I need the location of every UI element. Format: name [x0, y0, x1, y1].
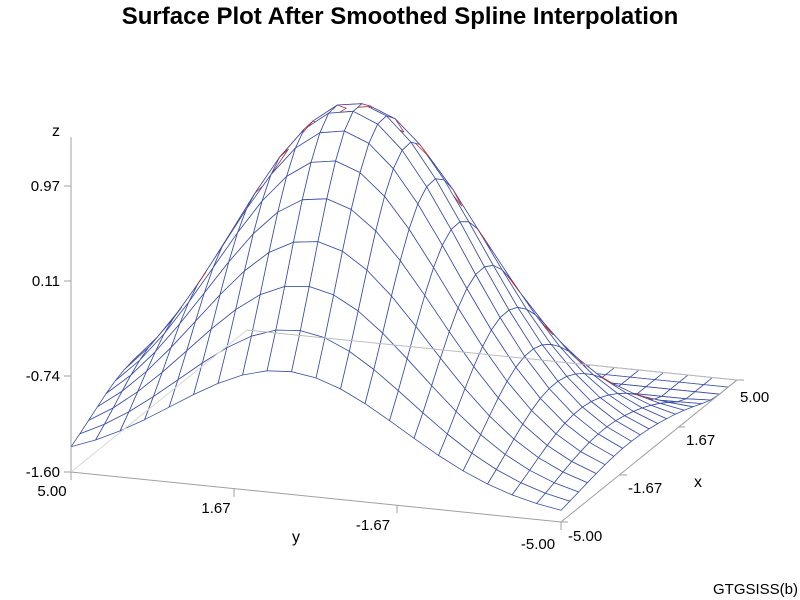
y-axis-line: [70, 471, 562, 523]
back-x-axis-line: [70, 329, 248, 473]
z-tick-label: 0.11: [32, 273, 60, 290]
y-tick-label: 5.00: [37, 483, 66, 500]
x-axis-line: [560, 379, 738, 523]
y-tick-label: -5.00: [521, 536, 555, 553]
z-axis-label: z: [52, 123, 60, 140]
z-tick-label: 0.97: [31, 178, 60, 195]
y-tick-label: -1.67: [356, 517, 390, 534]
y-axis-label: y: [292, 529, 300, 546]
z-tick-label: -1.60: [26, 464, 60, 481]
z-tick-label: -0.74: [26, 368, 60, 385]
y-tick-label: 1.67: [201, 500, 230, 517]
x-tick-label: -5.00: [568, 528, 602, 545]
axes: -1.60 -0.74 0.11 0.97 z 5.00 1.67 -1.67 …: [26, 123, 769, 553]
back-y-axis-line: [246, 329, 738, 381]
x-axis-label: x: [694, 474, 702, 491]
surface-cell: [70, 423, 105, 448]
chart-title: Surface Plot After Smoothed Spline Inter…: [122, 3, 679, 30]
surface-mesh: [70, 103, 738, 511]
x-tick-label: 1.67: [686, 432, 715, 449]
footnote: GTGSISS(b): [713, 581, 798, 598]
x-tick-label: -1.67: [628, 480, 662, 497]
x-tick-label: 5.00: [740, 389, 769, 406]
